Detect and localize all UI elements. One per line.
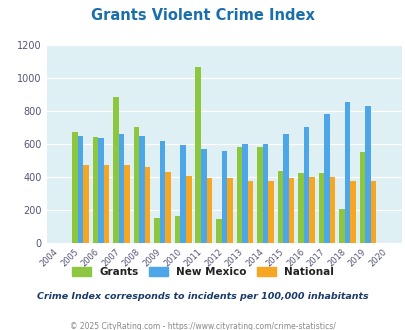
Text: Crime Index corresponds to incidents per 100,000 inhabitants: Crime Index corresponds to incidents per…	[37, 292, 368, 301]
Bar	[180, 145, 185, 243]
Bar	[215, 219, 221, 243]
Bar	[175, 216, 180, 243]
Bar	[145, 168, 150, 243]
Bar	[236, 147, 241, 243]
Bar	[241, 144, 247, 243]
Bar	[262, 144, 267, 243]
Bar	[104, 165, 109, 243]
Bar	[324, 114, 329, 243]
Bar	[256, 147, 262, 243]
Bar	[154, 218, 160, 243]
Bar	[338, 209, 344, 243]
Bar	[247, 181, 253, 243]
Bar	[350, 181, 355, 243]
Bar	[206, 178, 211, 243]
Bar	[226, 178, 232, 243]
Bar	[303, 127, 309, 243]
Bar	[309, 178, 314, 243]
Bar	[359, 152, 364, 243]
Bar	[124, 165, 130, 243]
Bar	[139, 136, 145, 243]
Bar	[165, 172, 171, 243]
Bar	[160, 141, 165, 243]
Bar	[370, 181, 375, 243]
Text: Grants Violent Crime Index: Grants Violent Crime Index	[91, 8, 314, 23]
Bar	[344, 102, 350, 243]
Bar	[267, 181, 273, 243]
Bar	[98, 138, 104, 243]
Bar	[195, 67, 200, 243]
Bar	[134, 127, 139, 243]
Bar	[119, 134, 124, 243]
Bar	[83, 165, 89, 243]
Bar	[185, 176, 191, 243]
Bar	[113, 97, 119, 243]
Bar	[288, 178, 294, 243]
Bar	[72, 132, 78, 243]
Bar	[277, 171, 282, 243]
Bar	[329, 178, 335, 243]
Bar	[78, 136, 83, 243]
Bar	[200, 149, 206, 243]
Bar	[364, 106, 370, 243]
Bar	[297, 173, 303, 243]
Text: © 2025 CityRating.com - https://www.cityrating.com/crime-statistics/: © 2025 CityRating.com - https://www.city…	[70, 322, 335, 330]
Bar	[282, 135, 288, 243]
Legend: Grants, New Mexico, National: Grants, New Mexico, National	[68, 263, 337, 281]
Bar	[318, 173, 324, 243]
Bar	[93, 137, 98, 243]
Bar	[221, 151, 226, 243]
